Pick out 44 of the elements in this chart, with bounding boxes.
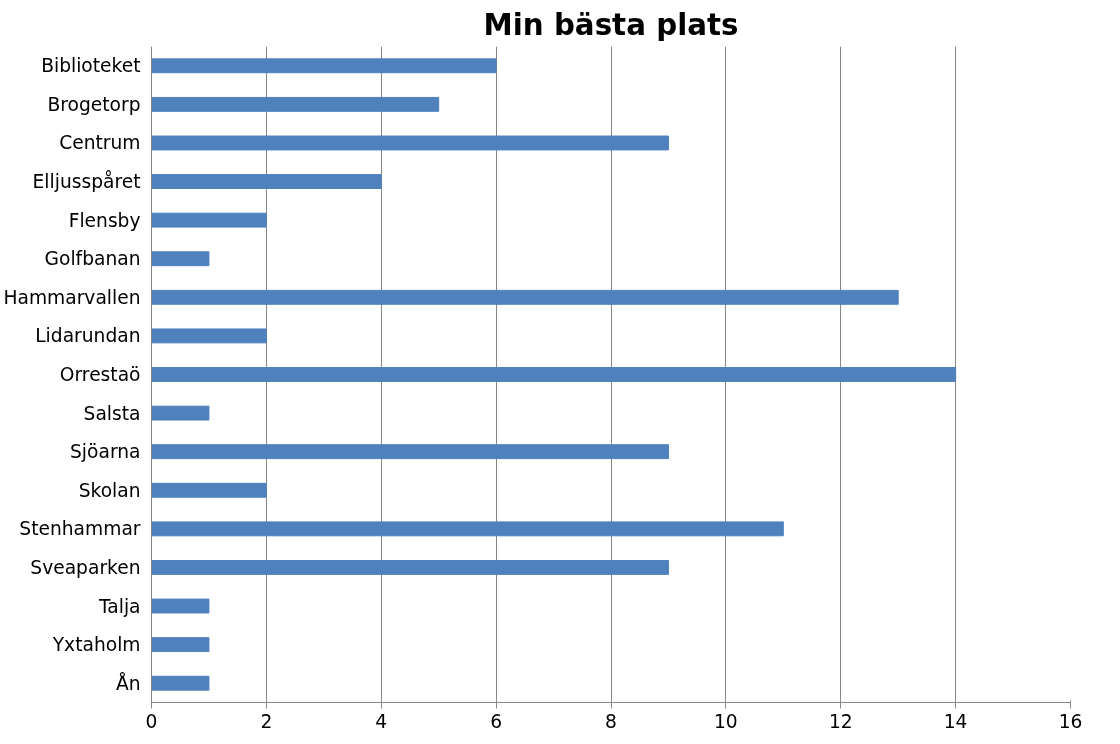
y-tick-label: Biblioteket (41, 55, 141, 77)
chart-title: Min bästa plats (483, 7, 739, 42)
y-tick-label: Lidarundan (35, 325, 141, 347)
y-tick-label: Salsta (83, 402, 141, 424)
bar (151, 482, 267, 498)
y-tick-label: Yxtaholm (51, 634, 141, 656)
bar (151, 521, 784, 537)
x-tick-label: 6 (490, 710, 503, 732)
y-tick-label: Sjöarna (70, 441, 141, 463)
y-tick-label: Hammarvallen (3, 286, 141, 308)
bar (151, 96, 440, 112)
x-tick-label: 0 (145, 710, 158, 732)
x-tick-label: 16 (1058, 710, 1083, 732)
bar (151, 289, 899, 305)
bar (151, 174, 382, 189)
bar (151, 444, 669, 460)
bar (151, 637, 210, 653)
bar (151, 135, 669, 151)
y-tick-label: Orrestaö (59, 364, 141, 385)
x-tick-label: 10 (714, 710, 738, 732)
bar (151, 560, 669, 575)
bar (151, 58, 497, 74)
y-tick-label: Brogetorp (47, 93, 141, 115)
bar (151, 405, 210, 421)
bar (151, 367, 957, 382)
y-tick-label: Ån (115, 671, 141, 694)
x-tick-label: 14 (943, 710, 968, 732)
y-tick-label: Skolan (78, 479, 141, 501)
x-tick-label: 4 (375, 710, 388, 732)
y-tick-label: Talja (97, 595, 141, 617)
bar (151, 675, 210, 691)
y-tick-label: Sveaparken (30, 556, 141, 578)
bar (151, 212, 267, 228)
y-tick-label: Golfbanan (44, 248, 141, 270)
bar (151, 598, 210, 614)
y-tick-label: Elljusspåret (32, 170, 141, 193)
y-tick-label: Flensby (68, 209, 141, 231)
y-tick-label: Centrum (59, 132, 141, 154)
x-tick-label: 12 (828, 710, 853, 732)
bar (151, 328, 267, 344)
x-tick-label: 2 (260, 710, 273, 732)
y-tick-label: Stenhammar (19, 518, 141, 540)
bar (151, 251, 210, 267)
x-tick-label: 8 (605, 710, 617, 732)
